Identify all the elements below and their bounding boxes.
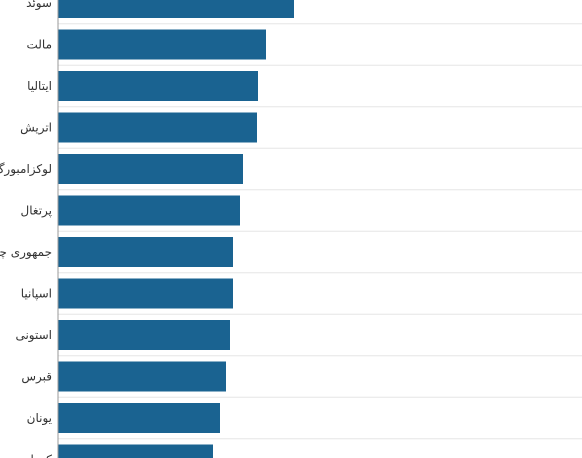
- bar-6: [58, 237, 233, 267]
- category-label-9: قبرس: [21, 370, 52, 385]
- category-label-11: کرواسی: [10, 453, 52, 458]
- bar-9: [58, 361, 226, 392]
- category-label-6: جمهوری چک: [0, 245, 52, 260]
- bars: [58, 0, 294, 458]
- category-label-7: اسپانیا: [21, 287, 52, 301]
- category-label-2: ایتالیا: [27, 79, 52, 93]
- category-label-0: سوئد: [26, 0, 52, 11]
- bar-7: [58, 278, 233, 309]
- category-label-3: اتریش: [20, 121, 52, 136]
- bar-0: [58, 0, 294, 18]
- bar-1: [58, 29, 266, 60]
- gridlines: [58, 23, 582, 440]
- bar-3: [58, 112, 257, 143]
- category-label-10: یونان: [27, 411, 52, 426]
- bar-10: [58, 403, 220, 433]
- category-label-5: پرتغال: [21, 204, 52, 219]
- bar-11: [58, 444, 213, 458]
- category-label-1: مالت: [26, 38, 52, 52]
- category-label-4: لوکزامبورگ: [0, 162, 52, 177]
- category-labels: سوئد مالت ایتالیا اتریش لوکزامبورگ پرتغال جمهو…: [0, 0, 52, 458]
- bar-4: [58, 154, 243, 184]
- bar-8: [58, 320, 230, 350]
- bar-2: [58, 71, 258, 101]
- category-label-8: استونی: [15, 328, 52, 343]
- bar-5: [58, 195, 240, 226]
